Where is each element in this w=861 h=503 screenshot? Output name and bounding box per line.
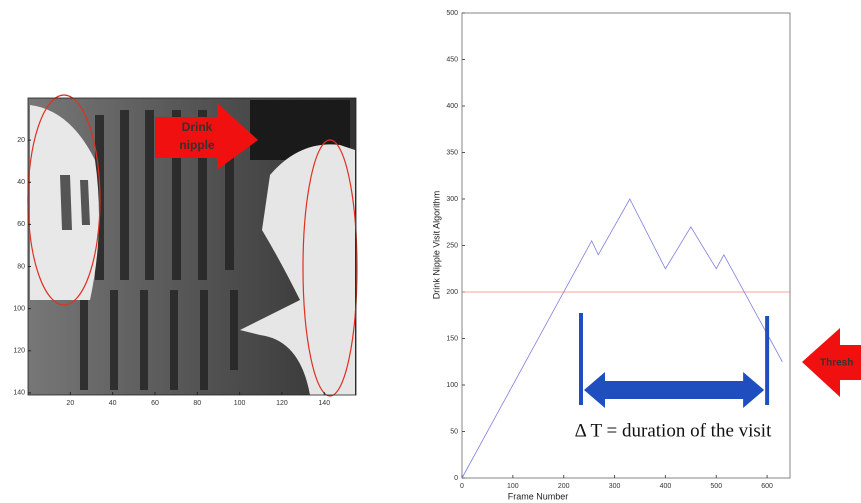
y-tick-label: 40 — [17, 179, 25, 186]
x-tick-label: 40 — [109, 400, 117, 407]
y-tick-label: 0 — [454, 475, 458, 482]
y-tick-label: 100 — [446, 382, 458, 389]
y-tick-label: 350 — [446, 149, 458, 156]
y-tick-label: 100 — [13, 305, 25, 312]
x-axis-label: Frame Number — [508, 491, 569, 501]
y-tick-label: 200 — [446, 289, 458, 296]
y-axis-label: Drink Nipple Visit Algorithm — [431, 191, 441, 299]
y-tick-label: 120 — [13, 348, 25, 355]
threshold-label: Thresh — [820, 358, 853, 369]
x-tick-label: 0 — [460, 483, 464, 490]
visit-label: Δ T = duration of the visit — [575, 420, 772, 441]
x-tick-label: 100 — [507, 483, 519, 490]
y-tick-label: 150 — [446, 335, 458, 342]
line — [461, 198, 783, 479]
y-tick-label: 450 — [446, 56, 458, 63]
x-tick-label: 100 — [234, 400, 246, 407]
threshold-arrow: Thresh — [802, 328, 861, 397]
y-tick-label: 400 — [446, 103, 458, 110]
x-tick-label: 80 — [193, 400, 201, 407]
x-tick-label: 300 — [609, 483, 621, 490]
y-tick-label: 50 — [450, 428, 458, 435]
y-tick-label: 20 — [17, 137, 25, 144]
y-tick-label: 300 — [446, 196, 458, 203]
visit-arrow — [583, 372, 765, 408]
y-tick-label: 80 — [17, 263, 25, 270]
x-tick-label: 60 — [151, 400, 159, 407]
arrow-label: nipple — [179, 138, 215, 152]
y-tick-label: 250 — [446, 242, 458, 249]
drink-arrow: Drink nipple — [155, 103, 258, 170]
x-tick-label: 600 — [761, 483, 773, 490]
x-tick-label: 200 — [558, 483, 570, 490]
y-tick-label: 500 — [446, 10, 458, 17]
plot-area — [461, 12, 791, 479]
y-tick-label: 60 — [17, 221, 25, 228]
x-tick-label: 400 — [660, 483, 672, 490]
x-tick-label: 500 — [710, 483, 722, 490]
x-tick-label: 140 — [318, 400, 330, 407]
arrow-label: Drink — [182, 120, 213, 134]
y-tick-label: 140 — [13, 390, 25, 397]
x-tick-label: 20 — [66, 400, 74, 407]
x-tick-label: 120 — [276, 400, 288, 407]
